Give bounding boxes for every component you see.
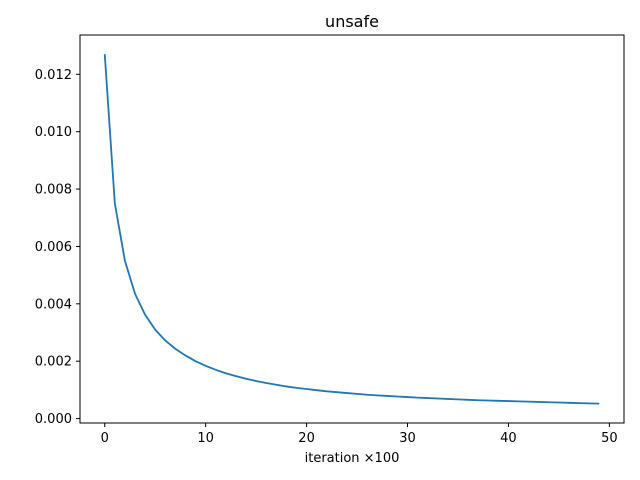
x-tick-label: 10 [197,431,214,446]
x-tick-label: 20 [298,431,315,446]
x-tick-label: 30 [399,431,416,446]
x-axis-ticks: 0 10 20 30 40 50 [101,423,618,446]
x-axis-label: iteration ×100 [305,451,400,466]
plot-layer [103,54,600,405]
y-axis-ticks: 0.000 0.002 0.004 0.006 0.008 0.010 0.012 [35,68,80,427]
y-tick-label: 0.010 [35,125,72,140]
chart-title: unsafe [325,12,379,31]
x-tick-label: 0 [101,431,109,446]
x-tick-label: 50 [601,431,618,446]
axes-frame [79,34,625,424]
series-line-0 [103,54,600,405]
y-tick-label: 0.012 [35,68,72,83]
y-tick-label: 0.000 [35,412,72,427]
y-tick-label: 0.004 [35,297,72,312]
y-tick-label: 0.008 [35,183,72,198]
y-tick-label: 0.002 [35,355,72,370]
x-tick-label: 40 [500,431,517,446]
y-tick-label: 0.006 [35,240,72,255]
